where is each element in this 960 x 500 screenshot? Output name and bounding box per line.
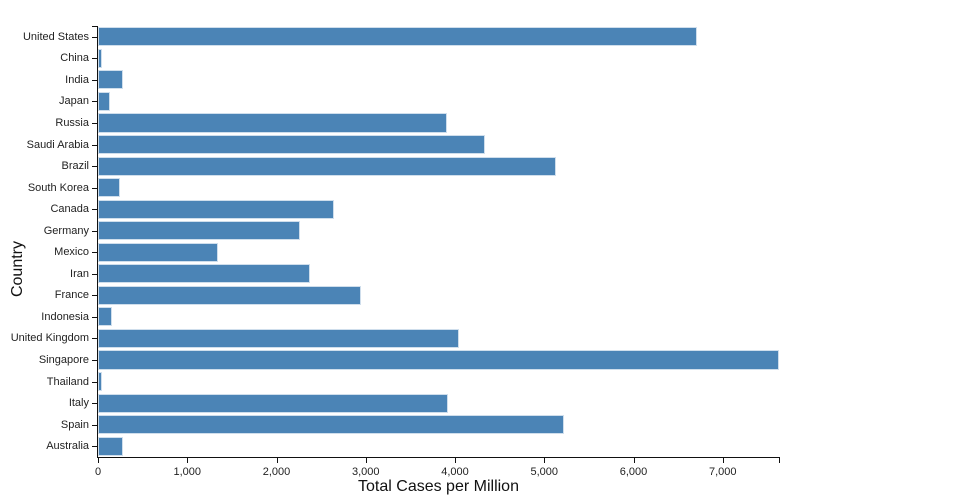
y-tick-label-mexico: Mexico — [54, 246, 89, 259]
bar-france — [98, 285, 362, 305]
y-tick-label-italy: Italy — [68, 397, 89, 410]
y-tick-japan — [91, 101, 98, 103]
bar-iran — [98, 264, 310, 284]
y-tick-india — [91, 79, 98, 81]
x-tick-label-4000: 4,000 — [441, 466, 469, 478]
bar-united-states — [98, 27, 697, 47]
y-tick-united-kingdom — [91, 338, 98, 340]
y-tick-south-korea — [91, 187, 98, 189]
x-tick-2000 — [276, 458, 278, 463]
x-tick-1000 — [187, 458, 189, 463]
y-tick-germany — [91, 230, 98, 232]
y-tick-label-saudi-arabia: Saudi Arabia — [26, 138, 89, 151]
bar-italy — [98, 393, 449, 413]
y-tick-label-indonesia: Indonesia — [41, 310, 89, 323]
x-tick-3000 — [365, 458, 367, 463]
bar-south-korea — [98, 178, 120, 198]
x-tick-label-3000: 3,000 — [351, 466, 380, 478]
x-tick-4000 — [455, 458, 456, 463]
bar-united-kingdom — [98, 328, 459, 349]
y-tick-label-united-states: United States — [22, 30, 89, 43]
y-axis-title: Country — [9, 240, 26, 298]
y-tick-russia — [91, 122, 98, 124]
bar-china — [98, 48, 103, 68]
x-axis-title: Total Cases per Million — [358, 478, 519, 495]
bar-russia — [98, 113, 448, 133]
x-tick-label-6000: 6,000 — [619, 466, 648, 478]
bar-canada — [98, 199, 335, 219]
y-tick-spain — [91, 424, 98, 426]
y-tick-label-united-kingdom: United Kingdom — [10, 332, 89, 345]
bar-australia — [98, 436, 123, 456]
y-tick-label-thailand: Thailand — [46, 375, 89, 388]
bar-germany — [98, 221, 300, 241]
x-tick-7000 — [722, 458, 724, 463]
bar-japan — [98, 91, 111, 111]
x-tick-label-5000: 5,000 — [530, 466, 559, 478]
x-tick-label-7000: 7,000 — [709, 466, 737, 478]
y-axis-outer-tick — [91, 26, 98, 27]
bars-container — [98, 26, 779, 457]
bar-saudi-arabia — [98, 134, 485, 155]
x-tick-label-0: 0 — [94, 466, 102, 478]
x-tick-label-2000: 2,000 — [262, 466, 291, 478]
x-axis-line — [97, 457, 780, 458]
y-tick-saudi-arabia — [91, 144, 98, 146]
bar-brazil — [98, 156, 556, 176]
bar-india — [98, 70, 123, 90]
x-tick-5000 — [544, 458, 546, 463]
y-tick-label-spain: Spain — [60, 418, 89, 431]
bar-indonesia — [98, 307, 113, 327]
bar-spain — [98, 415, 565, 435]
y-tick-italy — [91, 403, 98, 405]
y-tick-australia — [91, 446, 98, 448]
bar-singapore — [98, 350, 779, 370]
y-tick-brazil — [91, 166, 98, 168]
y-tick-label-canada: Canada — [50, 203, 89, 216]
y-tick-indonesia — [91, 316, 98, 318]
y-tick-singapore — [91, 360, 98, 362]
y-tick-mexico — [91, 252, 98, 254]
y-tick-iran — [91, 273, 98, 275]
y-tick-label-germany: Germany — [43, 224, 89, 237]
y-tick-thailand — [91, 381, 98, 383]
y-tick-label-japan: Japan — [59, 95, 89, 108]
y-tick-label-australia: Australia — [46, 440, 89, 453]
y-tick-label-china: China — [60, 52, 89, 65]
x-tick-label-1000: 1,000 — [173, 466, 202, 478]
y-tick-china — [91, 58, 98, 60]
y-tick-united-states — [91, 36, 98, 38]
y-tick-label-russia: Russia — [55, 116, 89, 129]
y-tick-label-singapore: Singapore — [38, 354, 89, 367]
y-tick-canada — [91, 209, 98, 211]
x-tick-0 — [98, 458, 99, 463]
x-tick-6000 — [633, 458, 635, 463]
bar-thailand — [98, 372, 102, 392]
y-tick-label-brazil: Brazil — [61, 160, 89, 173]
y-tick-label-india: India — [65, 73, 89, 86]
x-axis-outer-tick — [779, 457, 780, 463]
y-tick-france — [91, 295, 98, 297]
bar-mexico — [98, 242, 218, 262]
y-tick-label-france: France — [54, 289, 89, 302]
y-tick-label-iran: Iran — [70, 267, 89, 280]
y-tick-label-south-korea: South Korea — [27, 181, 89, 194]
y-axis-line — [97, 26, 98, 458]
